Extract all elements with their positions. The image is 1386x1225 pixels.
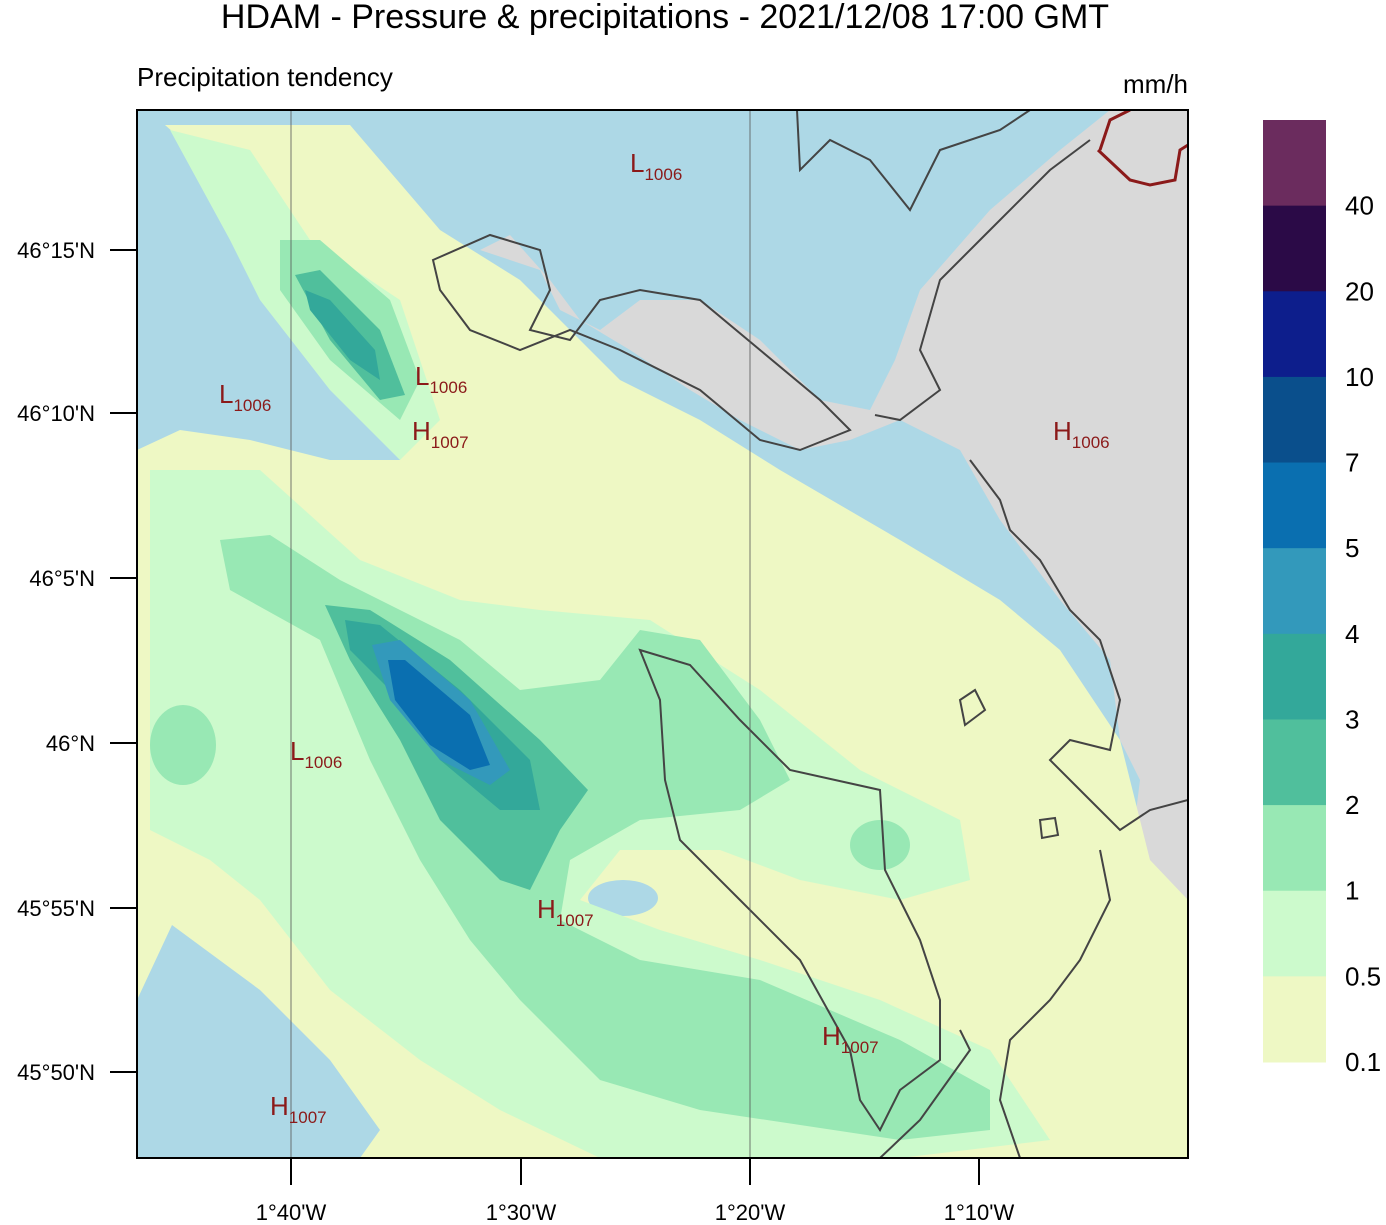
border <box>1096 110 1188 187</box>
pressure-label: H1006 <box>1053 416 1110 452</box>
pressure-value: 1006 <box>233 396 271 415</box>
pressure-label: H1007 <box>412 416 469 452</box>
pressure-label: H1007 <box>270 1091 327 1127</box>
precip-1 <box>150 705 216 785</box>
pressure-value: 1006 <box>304 753 342 772</box>
colorbar-box <box>1263 548 1326 635</box>
subtitle: Precipitation tendency <box>137 62 393 92</box>
colorbar: 40 20 10 7 5 4 3 2 1 0.5 0.1 <box>1263 120 1381 1077</box>
colorbar-box <box>1263 976 1326 1063</box>
x-tick-label: 1°20'W <box>715 1200 786 1225</box>
pressure-value: 1006 <box>429 378 467 397</box>
colorbar-label: 2 <box>1345 790 1359 820</box>
x-tick-label: 1°30'W <box>486 1200 557 1225</box>
pressure-label: H1007 <box>822 1021 879 1057</box>
pressure-value: 1007 <box>841 1038 879 1057</box>
y-tick-label: 46°15'N <box>17 238 95 263</box>
x-tick-label: 1°40'W <box>256 1200 327 1225</box>
colorbar-label: 7 <box>1345 448 1359 478</box>
unit: mm/h <box>1123 69 1188 99</box>
colorbar-box <box>1263 205 1326 292</box>
colorbar-label: 20 <box>1345 276 1374 306</box>
y-tick-label: 45°55'N <box>17 896 95 921</box>
pressure-label: L1006 <box>415 361 467 397</box>
colorbar-box <box>1263 633 1326 720</box>
pressure-label: L1006 <box>219 379 271 415</box>
pressure-value: 1006 <box>1072 433 1110 452</box>
colorbar-box <box>1263 291 1326 378</box>
colorbar-box <box>1263 376 1326 464</box>
colorbar-label: 0.1 <box>1345 1047 1381 1077</box>
colorbar-box <box>1263 890 1326 977</box>
precip-1 <box>850 820 910 870</box>
pressure-letter: H <box>412 416 431 446</box>
pressure-label: L1006 <box>630 148 682 184</box>
sea-patch <box>137 925 380 1158</box>
axes: 46°15'N 46°10'N 46°5'N 46°N 45°55'N 45°50'N 1°… <box>17 238 1014 1225</box>
colorbar-label: 3 <box>1345 704 1359 734</box>
land <box>480 110 1188 1158</box>
pressure-value: 1007 <box>556 911 594 930</box>
colorbar-box <box>1263 805 1326 892</box>
pressure-value: 1006 <box>644 165 682 184</box>
precip-5 <box>388 660 490 770</box>
pressure-label: L1006 <box>290 736 342 772</box>
map-area <box>137 110 1188 1158</box>
y-tick-label: 46°10'N <box>17 401 95 426</box>
pressure-value: 1007 <box>289 1108 327 1127</box>
precip-3 <box>305 290 380 380</box>
coastline <box>431 110 1188 1158</box>
colorbar-label: 4 <box>1345 619 1359 649</box>
colorbar-box <box>1263 120 1326 207</box>
y-tick-label: 46°5'N <box>29 566 95 591</box>
pressure-letter: L <box>630 148 644 178</box>
pressure-letter: H <box>822 1021 841 1051</box>
title: HDAM - Pressure & precipitations - 2021/… <box>221 0 1109 36</box>
pressure-label: H1007 <box>537 894 594 930</box>
pressure-value: 1007 <box>431 433 469 452</box>
map-frame <box>136 109 1189 1159</box>
pressure-letter: L <box>290 736 304 766</box>
pressure-letter: H <box>270 1091 289 1121</box>
colorbar-label: 10 <box>1345 362 1374 392</box>
pressure-letter: H <box>1053 416 1072 446</box>
colorbar-label: 1 <box>1345 876 1359 906</box>
colorbar-label: 5 <box>1345 533 1359 563</box>
colorbar-label: 40 <box>1345 191 1374 221</box>
colorbar-label: 0.5 <box>1345 961 1381 991</box>
x-tick-label: 1°10'W <box>944 1200 1015 1225</box>
sea-patch <box>588 880 658 916</box>
pressure-letter: L <box>415 361 429 391</box>
y-tick-label: 45°50'N <box>17 1060 95 1085</box>
pressure-letter: H <box>537 894 556 924</box>
colorbar-box <box>1263 462 1326 549</box>
y-tick-label: 46°N <box>46 731 95 756</box>
colorbar-box <box>1263 719 1326 806</box>
pressure-letter: L <box>219 379 233 409</box>
